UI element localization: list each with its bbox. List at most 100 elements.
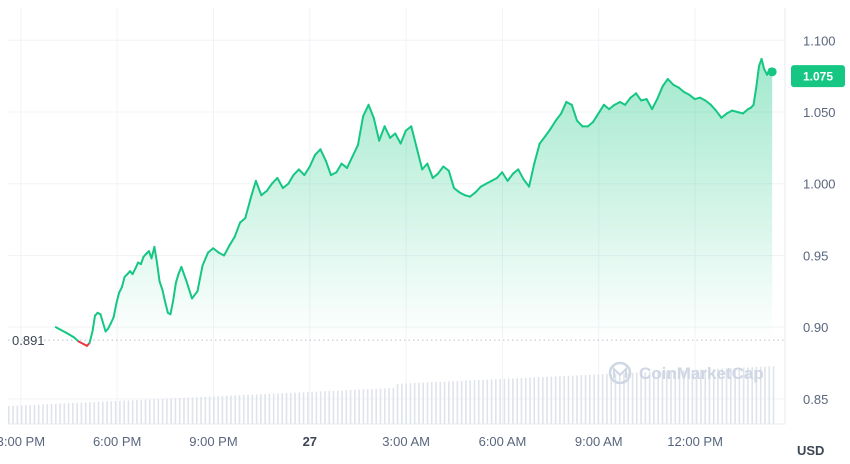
volume-bar bbox=[101, 401, 104, 424]
price-line-segment bbox=[512, 168, 520, 175]
price-area-layer bbox=[55, 58, 773, 341]
price-line-segment bbox=[522, 178, 531, 188]
volume-bar bbox=[277, 393, 279, 424]
volume-bar bbox=[751, 367, 753, 424]
volume-bar bbox=[648, 372, 651, 424]
volume-bar bbox=[473, 380, 476, 424]
y-tick-label: 1.050 bbox=[803, 105, 836, 120]
volume-bar bbox=[730, 368, 732, 424]
price-line-segment bbox=[474, 185, 482, 194]
volume-bar bbox=[260, 394, 262, 424]
volume-bar bbox=[401, 383, 403, 424]
volume-bar bbox=[29, 405, 31, 424]
volume-bar bbox=[354, 389, 356, 424]
volume-bar bbox=[221, 396, 224, 424]
volume-bar bbox=[559, 376, 561, 424]
volume-bar bbox=[712, 369, 715, 424]
volume-bar bbox=[725, 368, 728, 424]
volume-bar bbox=[695, 369, 698, 424]
price-line-segment bbox=[490, 176, 498, 182]
volume-bar bbox=[144, 399, 147, 424]
y-tick-label: 1.000 bbox=[803, 177, 836, 192]
coinmarketcap-logo-icon bbox=[608, 361, 632, 385]
volume-bar bbox=[738, 367, 741, 424]
volume-bar bbox=[683, 370, 685, 424]
price-line-segment bbox=[172, 281, 177, 303]
price-line-segment bbox=[651, 98, 659, 111]
price-line-segment bbox=[308, 154, 316, 168]
price-line-segment bbox=[570, 103, 578, 122]
price-line-segment bbox=[608, 103, 616, 111]
x-tick-label: 9:00 PM bbox=[189, 434, 237, 449]
volume-bar bbox=[704, 369, 706, 424]
price-line-segment bbox=[752, 85, 758, 106]
price-line-segment bbox=[107, 321, 113, 330]
volume-bar bbox=[623, 373, 625, 424]
price-line-segment bbox=[410, 125, 418, 149]
price-line-segment bbox=[755, 65, 760, 88]
volume-bar bbox=[178, 398, 181, 424]
volume-bar bbox=[486, 379, 489, 424]
volume-bar bbox=[576, 375, 578, 424]
volume-bar bbox=[546, 376, 548, 424]
coinmarketcap-logo-mark bbox=[613, 366, 627, 378]
volume-bar bbox=[503, 378, 506, 424]
price-line-segment bbox=[99, 313, 107, 333]
price-line-segment bbox=[196, 264, 204, 293]
volume-bar bbox=[268, 393, 271, 424]
volume-bar bbox=[50, 404, 53, 424]
volume-bar bbox=[8, 406, 10, 424]
volume-bar bbox=[644, 372, 647, 424]
price-line-segment bbox=[249, 179, 257, 200]
volume-bar bbox=[153, 399, 155, 424]
volume-bar bbox=[430, 382, 433, 424]
price-line-segment bbox=[575, 119, 584, 128]
volume-bar bbox=[554, 376, 557, 424]
volume-bar bbox=[665, 371, 668, 424]
price-line-segment bbox=[223, 244, 231, 257]
volume-bar bbox=[661, 371, 664, 424]
volume-bar bbox=[529, 377, 531, 424]
volume-bar bbox=[465, 380, 467, 424]
volume-bar bbox=[315, 391, 318, 424]
price-line-segment bbox=[287, 174, 295, 185]
price-line-segment bbox=[57, 327, 68, 334]
volume-bar bbox=[328, 391, 331, 424]
volume-bar bbox=[208, 396, 211, 424]
volume-bar bbox=[490, 379, 493, 424]
volume-bar bbox=[123, 400, 125, 424]
price-line-segment bbox=[431, 172, 439, 179]
volume-bar bbox=[255, 394, 258, 424]
price-line-segment bbox=[270, 176, 279, 185]
price-line-segment bbox=[378, 125, 386, 142]
volume-bar bbox=[768, 366, 771, 424]
volume-bar bbox=[63, 403, 66, 424]
volume-bar bbox=[89, 402, 91, 424]
x-tick-label: 12:00 PM bbox=[667, 434, 723, 449]
price-line-segment bbox=[91, 314, 97, 333]
volume-bar bbox=[298, 392, 301, 424]
volume-bar bbox=[285, 393, 288, 424]
price-line-segment bbox=[164, 300, 169, 314]
price-line-segment bbox=[452, 187, 461, 194]
volume-bar bbox=[119, 400, 121, 424]
volume-bar bbox=[618, 373, 621, 424]
volume-bar bbox=[234, 395, 237, 424]
volume-bar bbox=[396, 383, 399, 424]
volume-bar bbox=[157, 399, 160, 424]
y-tick-label: 1.100 bbox=[803, 33, 836, 48]
price-line-segment bbox=[447, 169, 455, 190]
price-line-segment bbox=[506, 172, 515, 182]
price-line-segment bbox=[677, 86, 685, 93]
price-line-segment bbox=[629, 92, 638, 99]
volume-bar bbox=[16, 405, 19, 424]
x-tick-label: 9:00 AM bbox=[575, 434, 623, 449]
price-line-segment bbox=[709, 103, 717, 112]
y-tick-label: 0.95 bbox=[803, 248, 828, 263]
price-line-segment bbox=[115, 291, 121, 304]
volume-bar bbox=[614, 373, 617, 424]
volume-bar bbox=[195, 397, 198, 424]
volume-bar bbox=[499, 379, 501, 424]
volume-bar bbox=[456, 381, 459, 424]
